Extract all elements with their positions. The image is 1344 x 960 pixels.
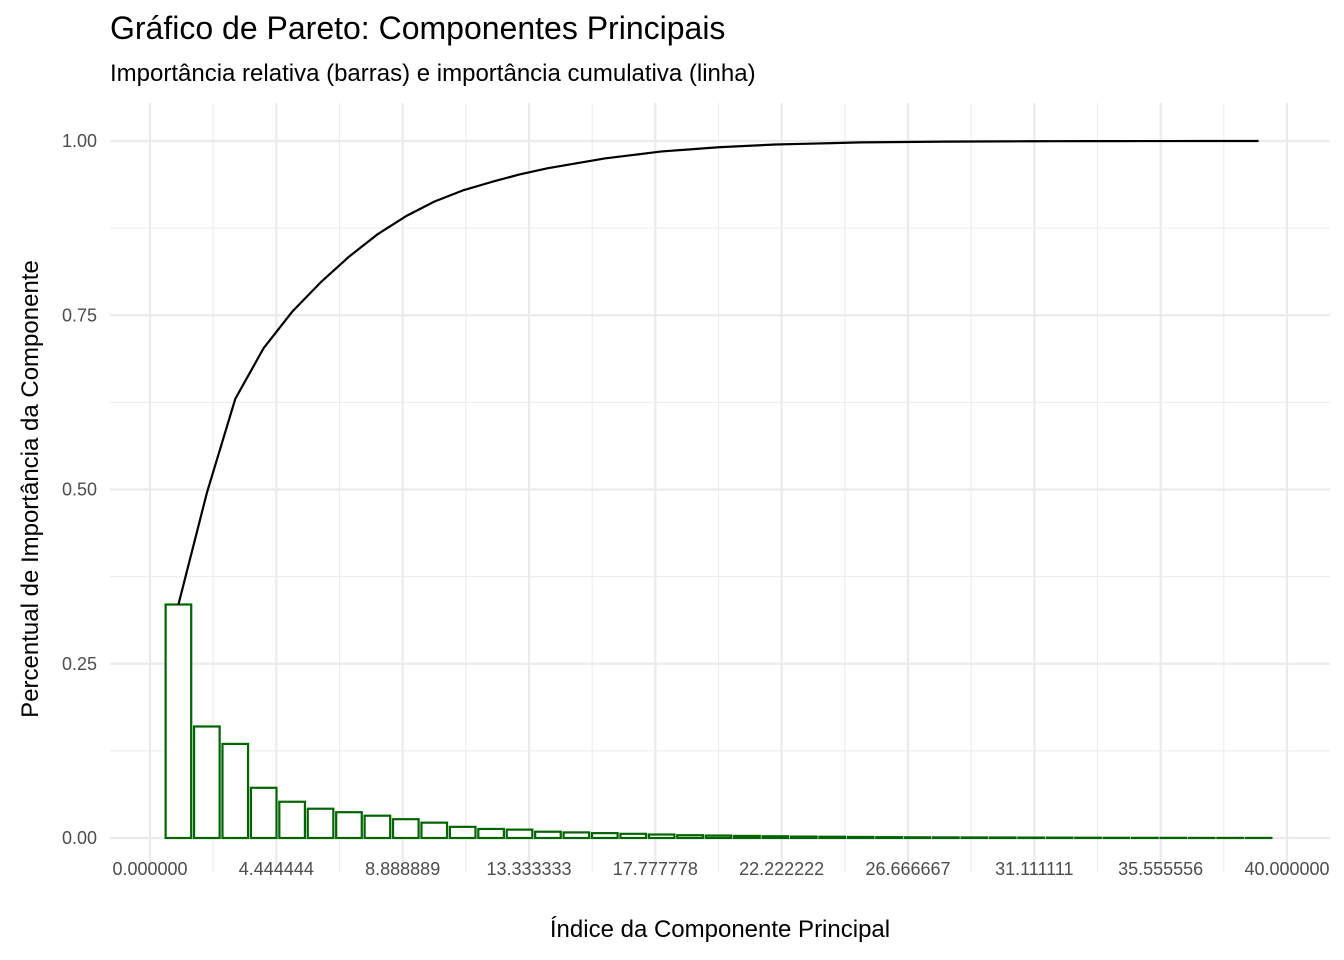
bar — [391, 818, 420, 840]
bar — [249, 786, 278, 840]
bar — [704, 834, 733, 840]
y-tick-label: 0.00 — [62, 828, 97, 848]
bar — [789, 835, 818, 840]
y-axis-title: Percentual de Importância da Componente — [17, 260, 44, 718]
x-tick-label: 13.333333 — [486, 859, 571, 879]
x-tick-label: 22.222222 — [739, 859, 824, 879]
bar — [192, 725, 221, 840]
bar-series — [164, 603, 1273, 840]
chart-title: Gráfico de Pareto: Componentes Principai… — [110, 10, 726, 46]
bar — [846, 835, 875, 840]
bar — [932, 836, 960, 840]
x-tick-label: 26.666667 — [865, 859, 950, 879]
x-tick-label: 31.111111 — [995, 859, 1073, 879]
major-grid — [110, 103, 1330, 872]
x-axis-title: Índice da Componente Principal — [550, 916, 890, 943]
y-tick-label: 0.25 — [62, 654, 97, 674]
bar — [335, 811, 363, 840]
x-tick-label: 35.555556 — [1118, 859, 1203, 879]
bar — [306, 807, 335, 840]
x-tick-label: 4.444444 — [239, 859, 314, 879]
minor-grid — [110, 103, 1330, 872]
bar — [363, 814, 392, 840]
bar — [960, 836, 989, 840]
y-tick-label: 0.50 — [62, 480, 97, 500]
x-axis-ticks: 0.000000 4.444444 8.888889 13.333333 17.7777… — [112, 859, 1329, 879]
bar — [647, 833, 676, 840]
y-tick-label: 1.00 — [62, 131, 97, 151]
bar — [164, 603, 193, 840]
x-tick-label: 0.000000 — [112, 859, 187, 879]
bar — [221, 742, 250, 840]
chart-subtitle: Importância relativa (barras) e importân… — [110, 60, 756, 87]
bar — [448, 825, 477, 840]
bar — [818, 835, 847, 840]
cumulative-line-series — [177, 139, 1259, 605]
bar — [420, 821, 449, 840]
bar — [562, 831, 591, 840]
bar — [590, 832, 619, 840]
y-tick-label: 0.75 — [62, 305, 97, 325]
bar — [733, 834, 761, 840]
x-tick-label: 17.777778 — [613, 859, 698, 879]
y-axis-ticks: 0.00 0.25 0.50 0.75 1.00 — [62, 131, 97, 848]
bar — [619, 832, 648, 840]
bar — [477, 827, 505, 840]
bar — [278, 800, 307, 840]
x-tick-label: 8.888889 — [365, 859, 440, 879]
x-tick-label: 40.000000 — [1244, 859, 1329, 879]
bar — [875, 836, 903, 840]
bar — [505, 828, 534, 840]
bar — [676, 834, 704, 840]
bar — [903, 836, 932, 840]
bar — [534, 830, 562, 840]
bar — [761, 835, 790, 840]
cumulative-line — [177, 139, 1259, 605]
